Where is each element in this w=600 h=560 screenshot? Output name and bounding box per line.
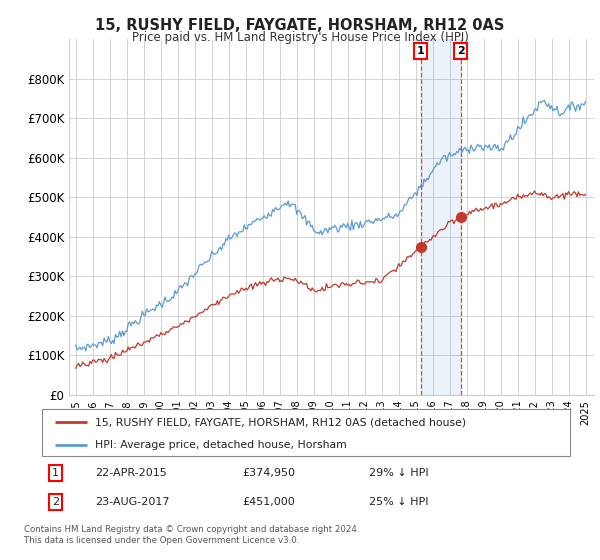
Text: £451,000: £451,000 <box>242 497 295 507</box>
Text: Contains HM Land Registry data © Crown copyright and database right 2024.
This d: Contains HM Land Registry data © Crown c… <box>24 525 359 545</box>
Text: 15, RUSHY FIELD, FAYGATE, HORSHAM, RH12 0AS: 15, RUSHY FIELD, FAYGATE, HORSHAM, RH12 … <box>95 18 505 33</box>
Text: HPI: Average price, detached house, Horsham: HPI: Average price, detached house, Hors… <box>95 440 347 450</box>
Text: 2: 2 <box>457 46 464 56</box>
FancyBboxPatch shape <box>42 409 570 456</box>
Text: 1: 1 <box>52 468 59 478</box>
Text: 2: 2 <box>52 497 59 507</box>
Text: 1: 1 <box>417 46 425 56</box>
Text: 29% ↓ HPI: 29% ↓ HPI <box>370 468 429 478</box>
Text: £374,950: £374,950 <box>242 468 296 478</box>
Text: Price paid vs. HM Land Registry's House Price Index (HPI): Price paid vs. HM Land Registry's House … <box>131 31 469 44</box>
Text: 22-APR-2015: 22-APR-2015 <box>95 468 167 478</box>
Text: 15, RUSHY FIELD, FAYGATE, HORSHAM, RH12 0AS (detached house): 15, RUSHY FIELD, FAYGATE, HORSHAM, RH12 … <box>95 417 466 427</box>
Text: 23-AUG-2017: 23-AUG-2017 <box>95 497 169 507</box>
Bar <box>421 39 461 395</box>
Text: 25% ↓ HPI: 25% ↓ HPI <box>370 497 429 507</box>
